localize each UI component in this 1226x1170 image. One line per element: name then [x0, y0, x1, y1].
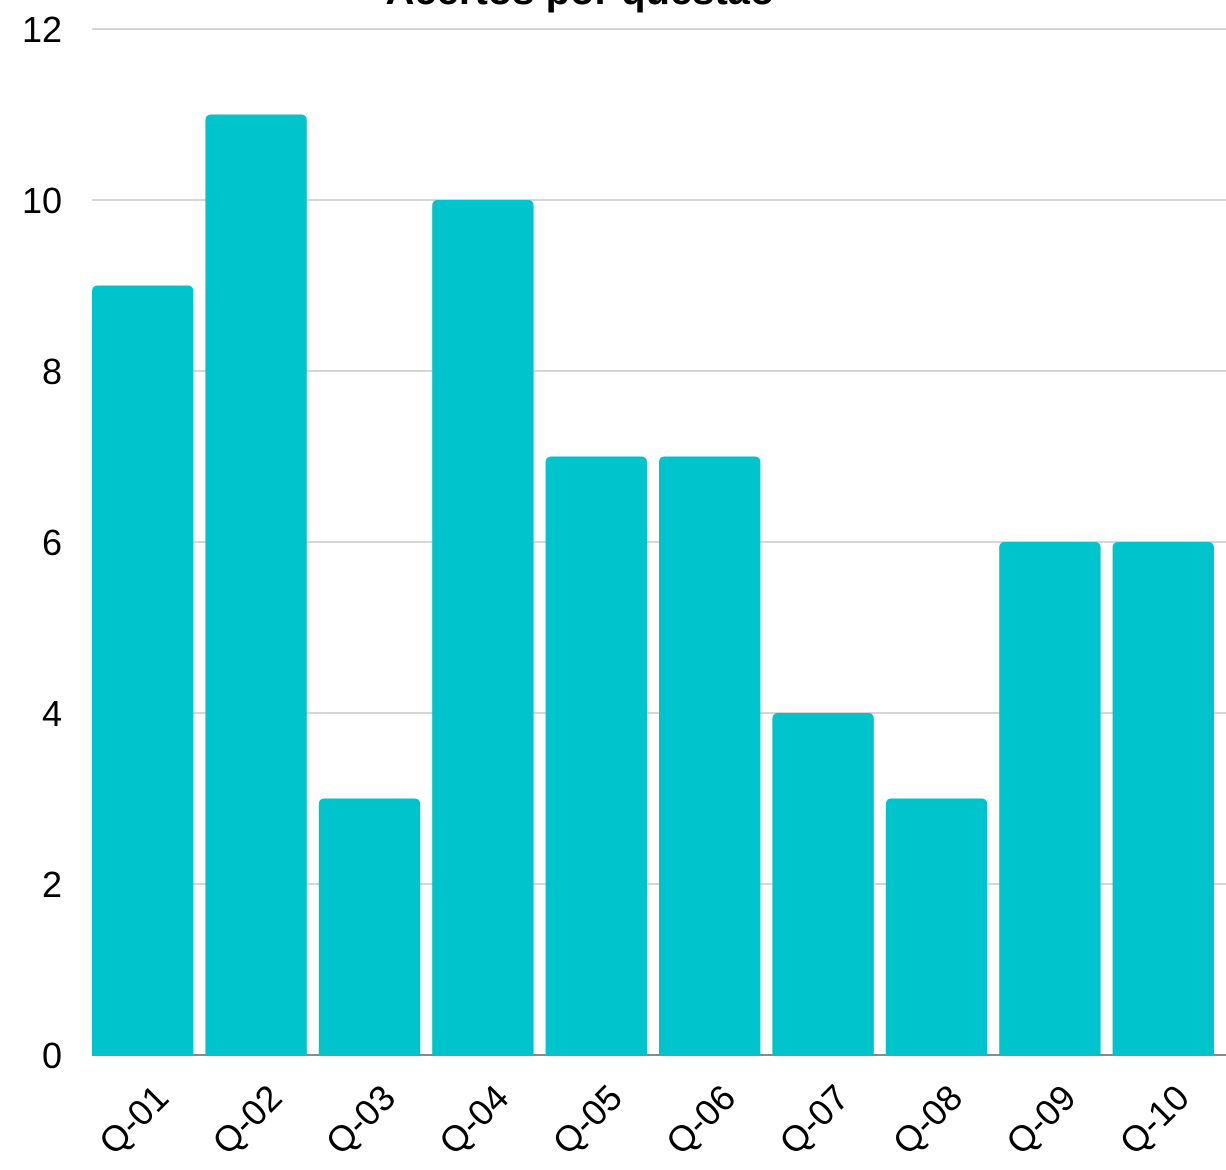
- y-tick-label: 2: [42, 864, 62, 905]
- x-tick-label: Q-04: [431, 1077, 517, 1163]
- bar-q-01: [92, 285, 194, 1055]
- y-tick-label: 6: [42, 522, 62, 563]
- x-tick-label: Q-01: [91, 1077, 177, 1163]
- chart-title: Acertos por questão: [386, 0, 775, 13]
- y-tick-label: 8: [42, 351, 62, 392]
- y-axis-ticks: 0 2 4 6 8 10 12: [22, 9, 62, 1076]
- bar-q-07: [772, 713, 874, 1055]
- bar-q-02: [205, 114, 307, 1055]
- bars: [92, 114, 1214, 1055]
- y-tick-label: 10: [22, 180, 62, 221]
- bar-q-09: [999, 542, 1101, 1055]
- x-tick-label: Q-07: [771, 1077, 857, 1163]
- x-tick-label: Q-08: [885, 1077, 971, 1163]
- x-tick-label: Q-10: [1111, 1077, 1197, 1163]
- bar-q-04: [432, 200, 534, 1055]
- y-tick-label: 12: [22, 9, 62, 50]
- bar-q-06: [659, 456, 761, 1055]
- x-tick-label: Q-05: [544, 1077, 630, 1163]
- x-tick-label: Q-09: [998, 1077, 1084, 1163]
- bar-q-10: [1112, 542, 1214, 1055]
- y-tick-label: 4: [42, 693, 62, 734]
- x-tick-label: Q-02: [204, 1077, 290, 1163]
- bar-q-05: [545, 456, 647, 1055]
- x-tick-label: Q-03: [318, 1077, 404, 1163]
- x-tick-label: Q-06: [658, 1077, 744, 1163]
- bar-q-08: [885, 798, 988, 1055]
- bar-q-03: [318, 798, 421, 1055]
- x-axis-ticks: Q-01 Q-02 Q-03 Q-04 Q-05 Q-06 Q-07 Q-08 Q-09 Q-10: [91, 1077, 1197, 1163]
- y-tick-label: 0: [42, 1035, 62, 1076]
